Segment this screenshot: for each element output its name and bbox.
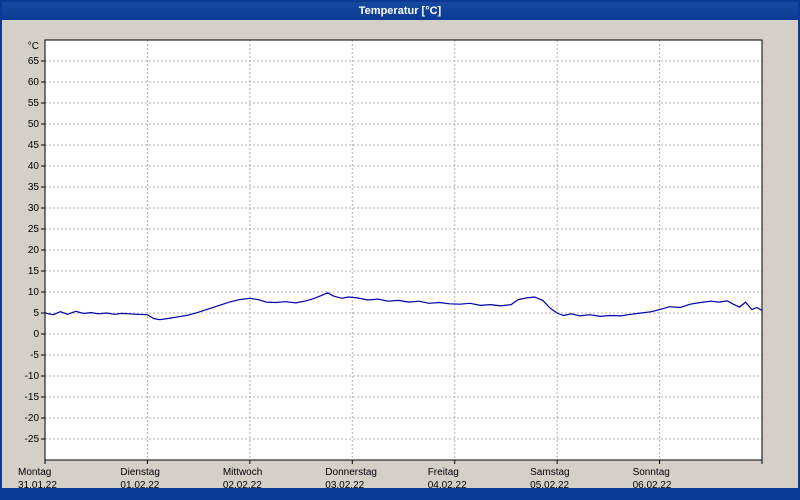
x-date-label: 02.02.22 (223, 480, 262, 491)
y-tick-label: -20 (25, 413, 40, 424)
page-title: Temperatur [°C] (358, 5, 442, 17)
y-tick-label: 50 (28, 119, 40, 130)
y-tick-label: 60 (28, 77, 40, 88)
x-day-label: Freitag (428, 467, 459, 478)
y-tick-label: -5 (30, 350, 39, 361)
x-date-label: 03.02.22 (325, 480, 364, 491)
titlebar: Temperatur [°C] (2, 2, 798, 20)
y-tick-label: 0 (33, 329, 39, 340)
y-tick-label: 40 (28, 161, 40, 172)
y-tick-label: -25 (25, 434, 40, 445)
temperature-series-line (44, 292, 763, 321)
x-date-label: 31.01.22 (18, 480, 57, 491)
y-tick-label: 15 (28, 266, 40, 277)
y-axis-unit-label: °C (28, 41, 39, 52)
y-tick-label: 35 (28, 182, 40, 193)
y-tick-label: 10 (28, 287, 40, 298)
y-tick-label: 20 (28, 245, 40, 256)
x-date-label: 01.02.22 (120, 480, 159, 491)
x-date-label: 06.02.22 (633, 480, 672, 491)
y-tick-label: -15 (25, 392, 40, 403)
y-tick-label: 25 (28, 224, 40, 235)
x-day-label: Mittwoch (223, 467, 262, 478)
x-day-label: Dienstag (120, 467, 159, 478)
x-day-label: Sonntag (633, 467, 670, 478)
plot-frame (44, 39, 763, 461)
y-tick-label: 5 (33, 308, 39, 319)
x-date-label: 05.02.22 (530, 480, 569, 491)
x-day-label: Montag (18, 467, 51, 478)
y-tick-label: 65 (28, 56, 40, 67)
x-date-label: 04.02.22 (428, 480, 467, 491)
y-tick-label: 30 (28, 203, 40, 214)
y-tick-label: 55 (28, 98, 40, 109)
y-tick-label: -10 (25, 371, 40, 382)
x-day-label: Samstag (530, 467, 569, 478)
x-day-label: Donnerstag (325, 467, 377, 478)
bottom-status-bar (2, 488, 798, 498)
y-tick-label: 45 (28, 140, 40, 151)
